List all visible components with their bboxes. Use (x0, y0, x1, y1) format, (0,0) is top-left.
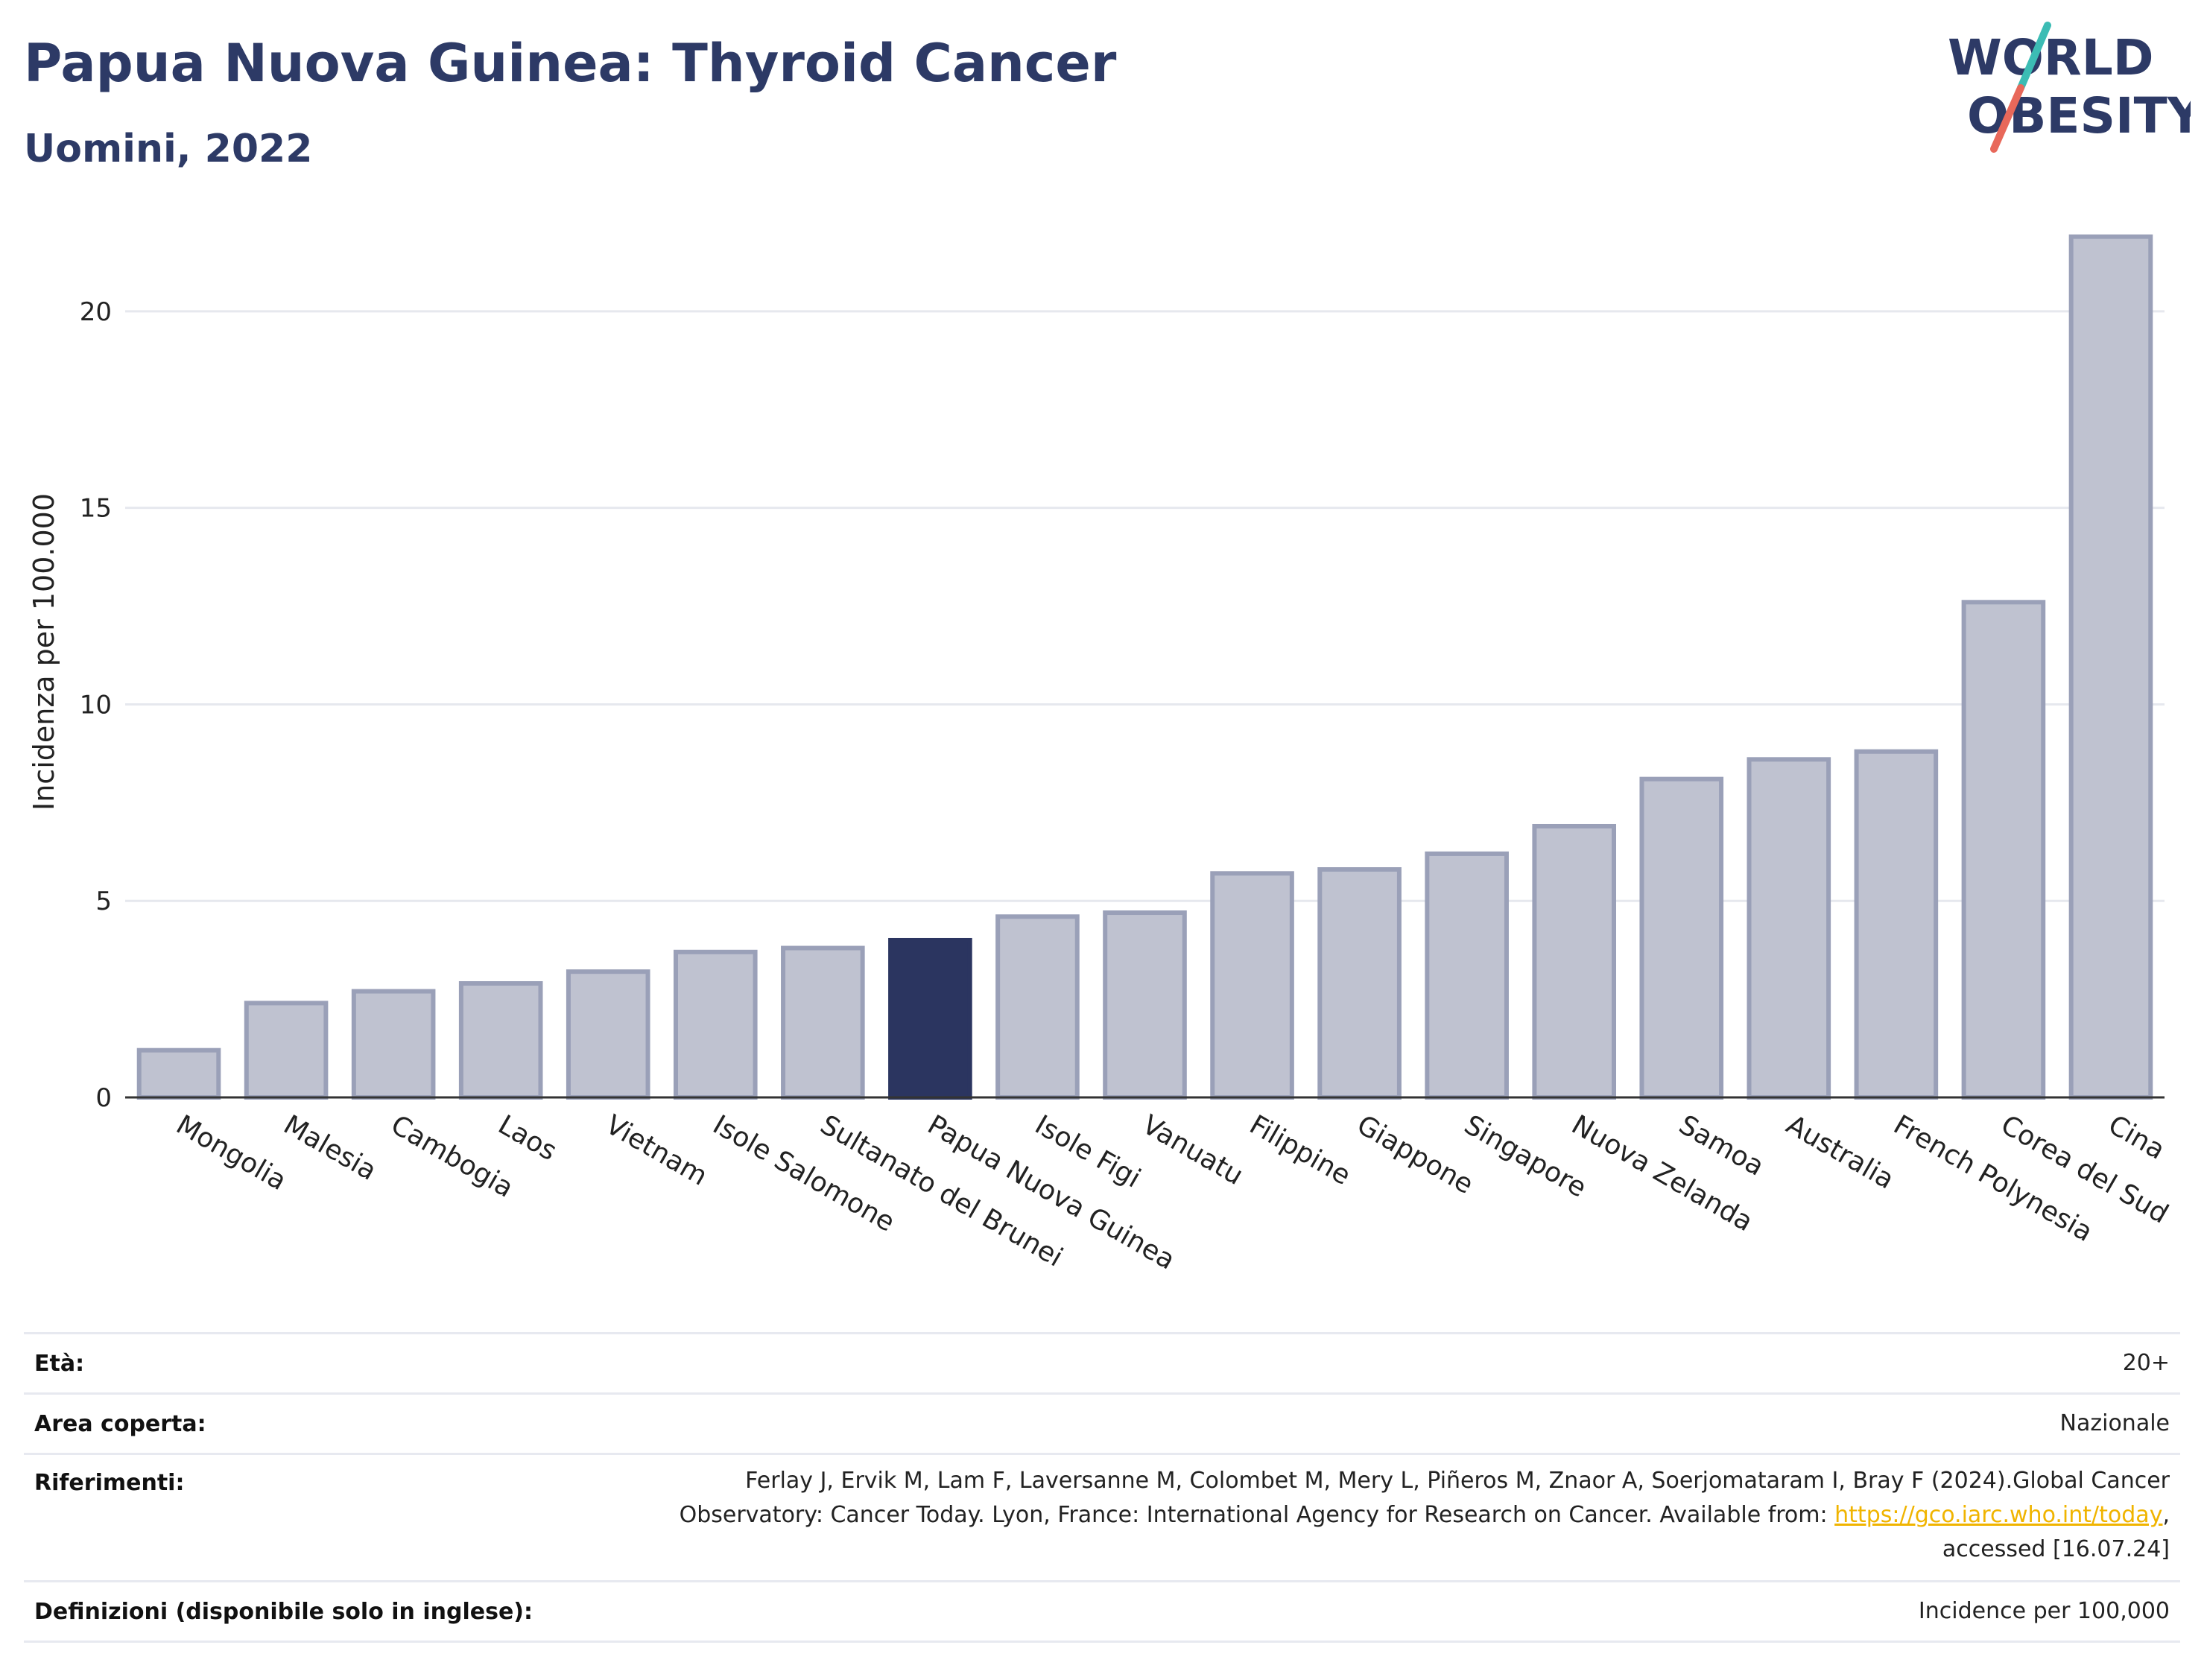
bar-cina (2068, 234, 2153, 1100)
x-tick-label: Laos (493, 1109, 562, 1167)
x-tick-label: French Polynesia (1888, 1109, 2097, 1248)
x-tick-label: Mongolia (171, 1109, 292, 1196)
bar-filippine (1210, 871, 1294, 1100)
page-subtitle: Uomini, 2022 (24, 127, 313, 171)
bar-vanuatu (1103, 910, 1187, 1100)
logo-line-2: OBESITY (1967, 87, 2191, 145)
bar-nuova-zelanda (1532, 823, 1617, 1100)
references-line-1: Ferlay J, Ervik M, Lam F, Laversanne M, … (745, 1468, 2170, 1494)
bar-vietnam (566, 969, 650, 1100)
y-tick-label: 15 (80, 494, 112, 524)
definitions-label: Definizioni (disponibile solo in inglese… (34, 1599, 533, 1625)
age-label: Età: (34, 1351, 85, 1377)
age-value: 20+ (2122, 1350, 2170, 1376)
info-row-area: Area coperta: Nazionale (24, 1395, 2180, 1455)
x-tick-label: Australia (1781, 1109, 1899, 1195)
references-link[interactable]: https://gco.iarc.who.int/today (1834, 1502, 2163, 1528)
logo-line-1: WORLD (1948, 29, 2154, 86)
x-tick-label: Isole Salomone (708, 1109, 900, 1238)
x-tick-label: Nuova Zelanda (1566, 1109, 1758, 1237)
bar-isole-salomone (673, 949, 758, 1100)
x-tick-label: Malesia (279, 1109, 381, 1187)
bar-australia (1747, 757, 1831, 1100)
bar-isole-figi (995, 914, 1080, 1100)
bar-papua-nuova-guinea (888, 937, 972, 1100)
bar-malesia (244, 1001, 329, 1100)
area-value: Nazionale (2059, 1410, 2170, 1436)
x-tick-label: Cina (2103, 1109, 2170, 1166)
info-row-references: Riferimenti: Ferlay J, Ervik M, Lam F, L… (24, 1455, 2180, 1582)
x-tick-label: Giappone (1352, 1109, 1478, 1200)
bar-mongolia (136, 1047, 221, 1100)
bar-french-polynesia (1854, 749, 1939, 1100)
x-tick-label: Vanuatu (1137, 1109, 1248, 1191)
page-title: Papua Nuova Guinea: Thyroid Cancer (24, 33, 1117, 94)
logo-slash-teal (2017, 22, 2051, 92)
bar-giappone (1317, 867, 1402, 1100)
definitions-value: Incidence per 100,000 (1918, 1598, 2170, 1624)
references-value: Ferlay J, Ervik M, Lam F, Laversanne M, … (680, 1464, 2170, 1567)
area-label: Area coperta: (34, 1411, 206, 1437)
y-axis-ticks: 0 5 10 15 20 (80, 297, 112, 1113)
bar-singapore (1425, 851, 1509, 1100)
y-tick-label: 0 (95, 1083, 112, 1113)
x-tick-label: Vietnam (601, 1109, 712, 1192)
x-tick-label: Singapore (1459, 1109, 1592, 1203)
references-label: Riferimenti: (34, 1470, 185, 1496)
references-line-2-text: Observatory: Cancer Today. Lyon, France:… (679, 1502, 1835, 1528)
info-row-age: Età: 20+ (24, 1334, 2180, 1395)
bar-sultanato-del-brunei (781, 945, 865, 1100)
x-tick-label: Filippine (1244, 1109, 1355, 1191)
bar-samoa (1639, 776, 1724, 1100)
y-tick-label: 10 (80, 690, 112, 720)
references-line-2: Observatory: Cancer Today. Lyon, France:… (680, 1498, 2170, 1532)
y-tick-label: 5 (95, 887, 112, 916)
logo-slash-coral (1990, 84, 2024, 153)
x-tick-label: Cambogia (386, 1109, 519, 1204)
bar-corea-del-sud (1961, 600, 2046, 1100)
world-obesity-logo: WORLD OBESITY (1948, 22, 2191, 153)
references-line-3: accessed [16.07.24] (1942, 1536, 2170, 1562)
references-line-2-end: , (2162, 1502, 2170, 1528)
y-tick-label: 20 (80, 297, 112, 327)
info-row-definitions: Definizioni (disponibile solo in inglese… (24, 1582, 2180, 1643)
chart-bars (136, 234, 2153, 1100)
info-table: Età: 20+ Area coperta: Nazionale Riferim… (24, 1332, 2180, 1643)
bar-cambogia (351, 989, 436, 1100)
bar-laos (458, 981, 543, 1100)
y-axis-label: Incidenza per 100.000 (28, 493, 60, 811)
